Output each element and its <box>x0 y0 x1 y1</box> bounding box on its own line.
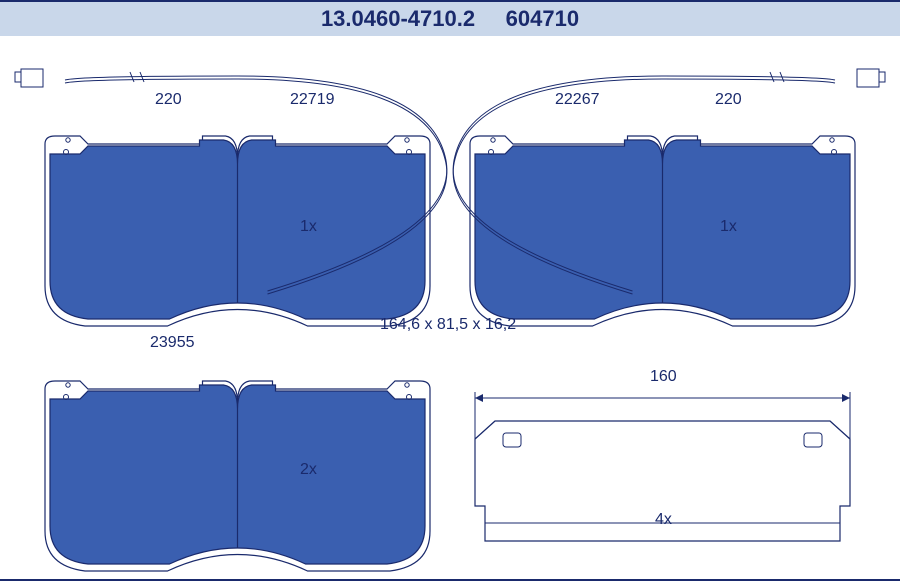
label-wire-left: 220 <box>155 91 182 109</box>
qty-tl: 1x <box>300 218 317 236</box>
diagram-area: 220 22719 22267 220 1x 1x 164,6 x 81,5 x… <box>0 36 900 576</box>
diagram-svg <box>0 36 900 576</box>
part-number-1: 13.0460-4710.2 <box>321 6 475 31</box>
label-wire-right: 220 <box>715 91 742 109</box>
label-shim-width: 160 <box>650 368 677 386</box>
label-dimensions: 164,6 x 81,5 x 16,2 <box>380 316 516 334</box>
label-code-bl: 23955 <box>150 334 195 352</box>
qty-shim: 4x <box>655 511 672 529</box>
qty-tr: 1x <box>720 218 737 236</box>
qty-bl: 2x <box>300 461 317 479</box>
part-number-2: 604710 <box>506 6 579 31</box>
label-code-tl: 22719 <box>290 91 335 109</box>
header-bar: 13.0460-4710.2 604710 <box>0 0 900 36</box>
label-code-tr: 22267 <box>555 91 600 109</box>
